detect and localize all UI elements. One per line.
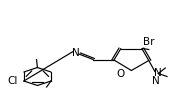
Text: N: N — [154, 68, 161, 78]
Text: Br: Br — [143, 37, 155, 47]
Text: O: O — [117, 69, 125, 79]
Text: N: N — [72, 48, 80, 58]
Text: Cl: Cl — [8, 76, 18, 86]
Text: N: N — [152, 76, 160, 86]
